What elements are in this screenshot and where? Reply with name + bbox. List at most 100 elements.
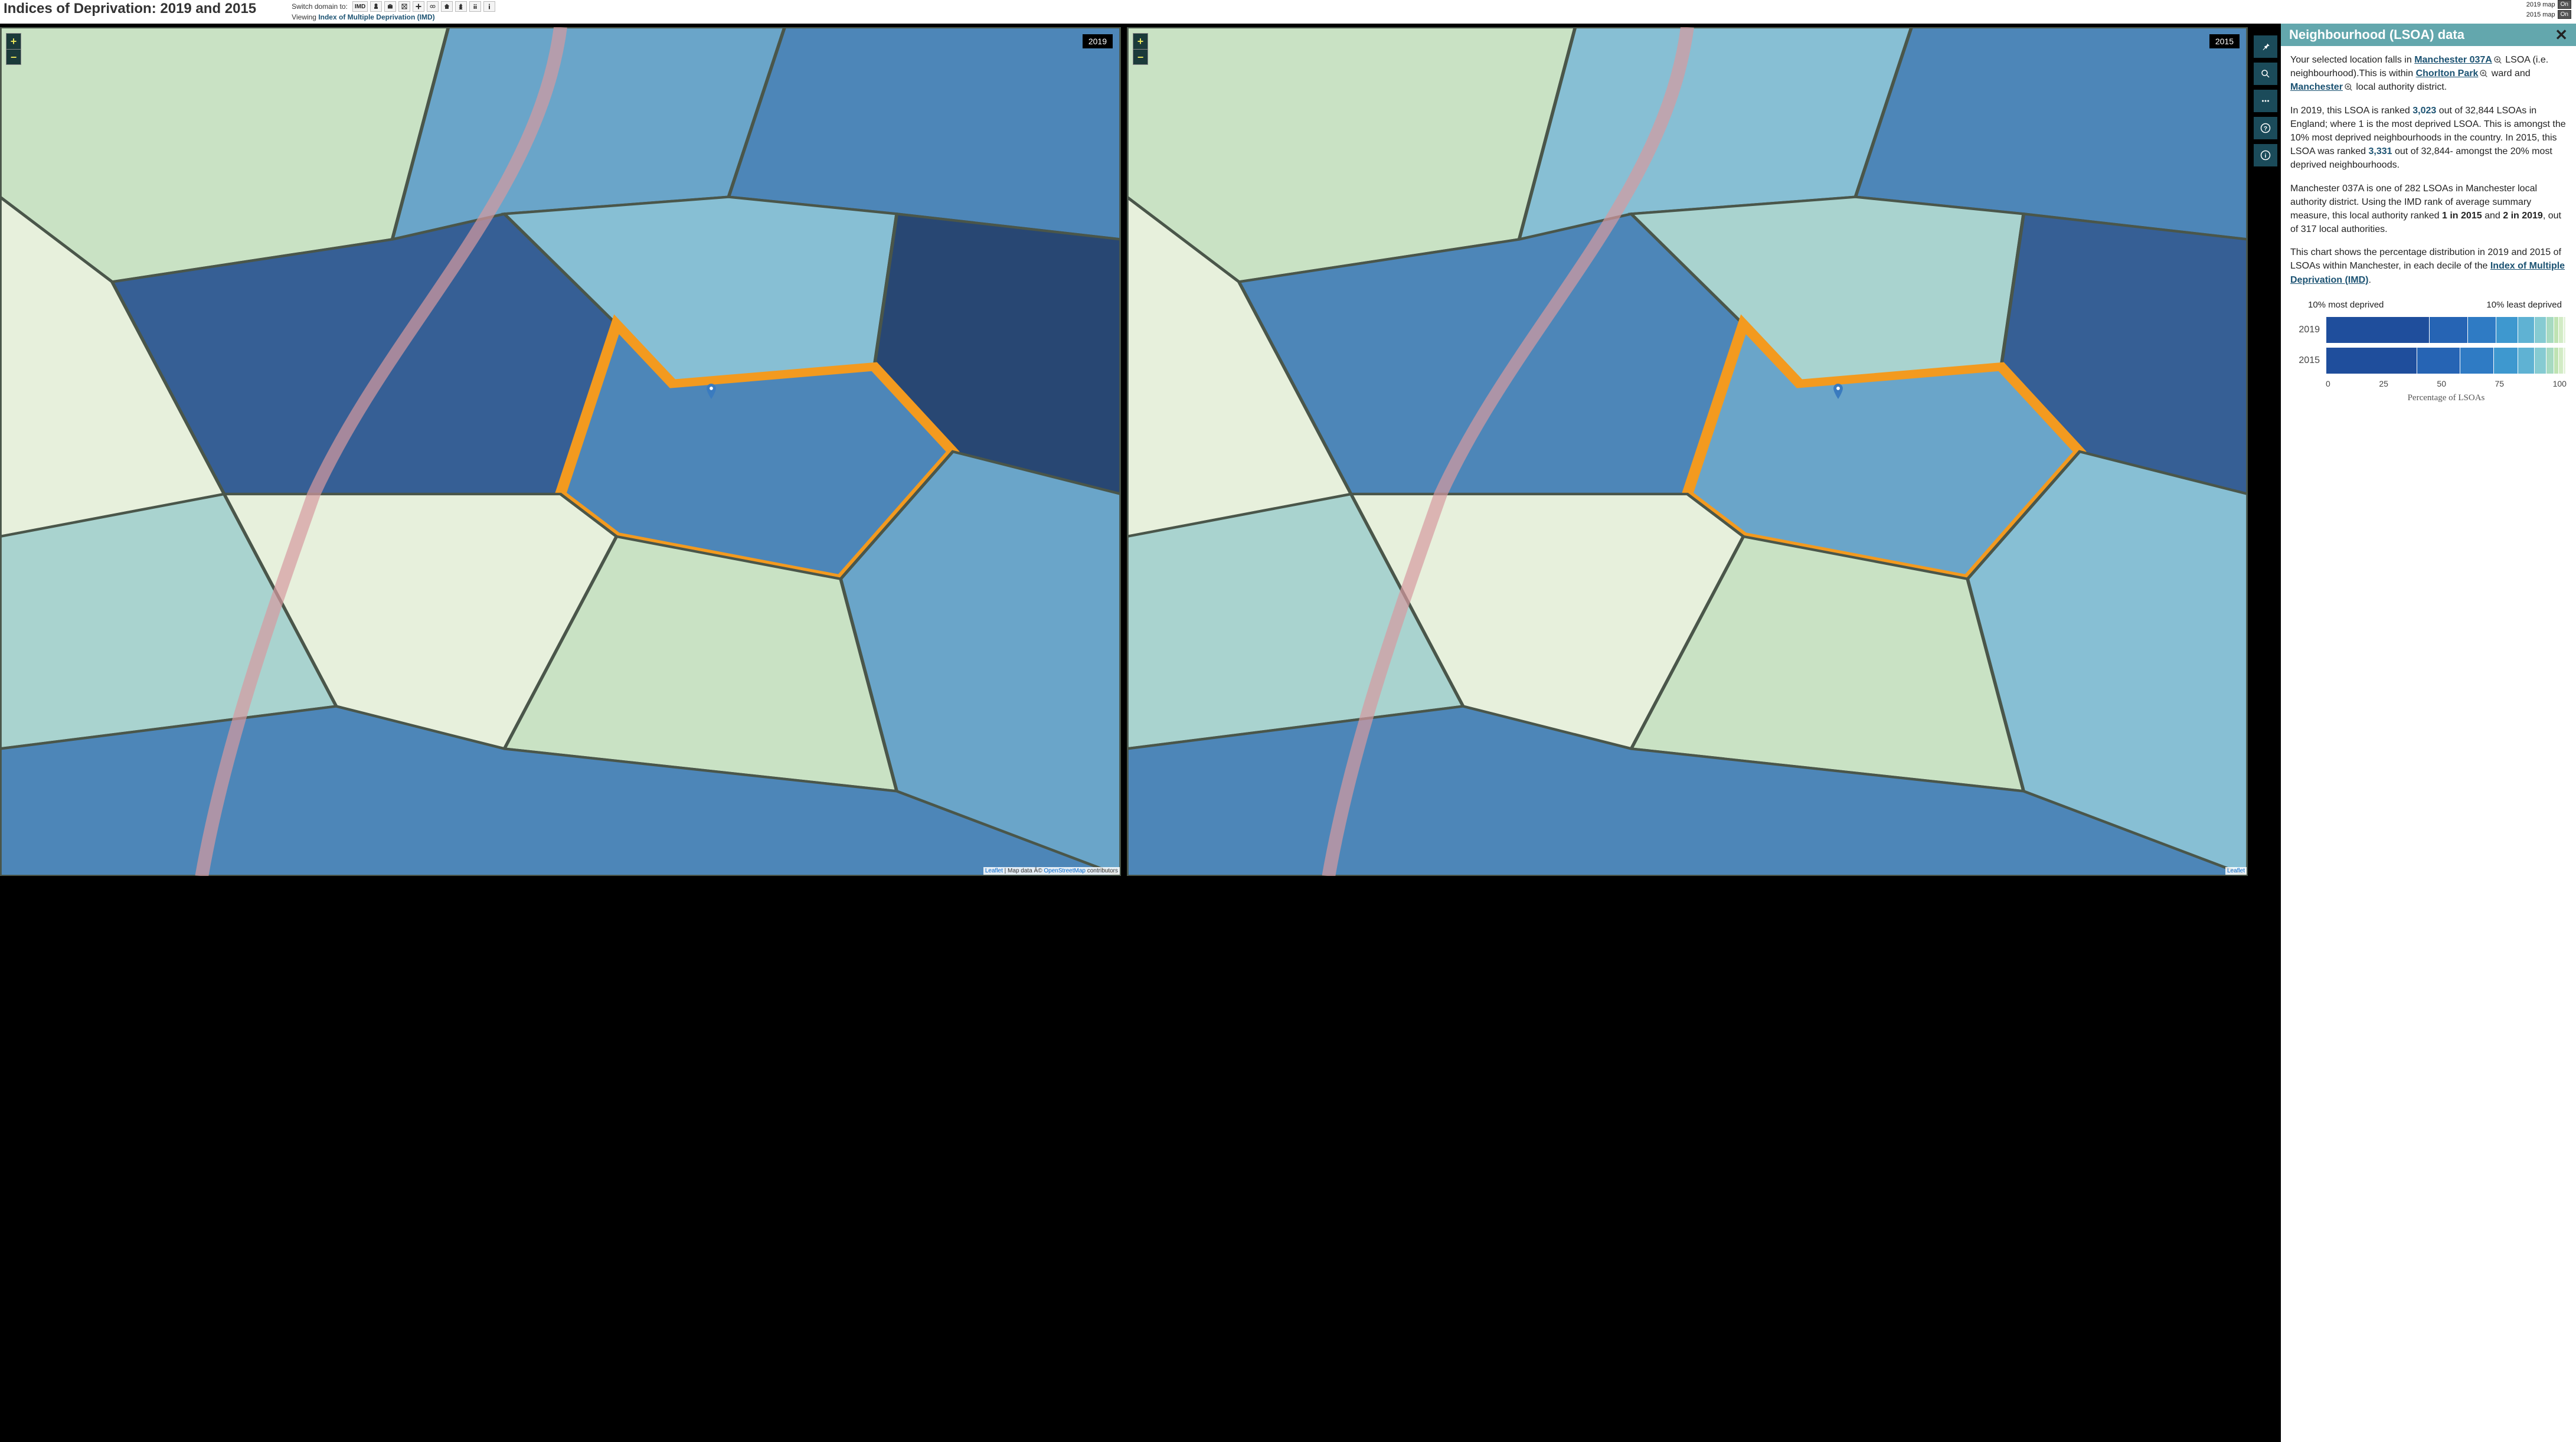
chart-segment bbox=[2535, 348, 2546, 374]
domain-btn-employment[interactable] bbox=[384, 1, 396, 12]
rank-2019: 3,023 bbox=[2412, 106, 2436, 116]
switch-domain-label: Switch domain to: bbox=[292, 2, 348, 11]
tool-pin-button[interactable] bbox=[2254, 35, 2277, 58]
chart-segment bbox=[2554, 348, 2559, 374]
chart-row: 2019 bbox=[2290, 316, 2567, 344]
osm-link[interactable]: OpenStreetMap bbox=[1044, 868, 1086, 874]
leaflet-link-2[interactable]: Leaflet bbox=[2227, 868, 2245, 874]
chart-segment bbox=[2559, 348, 2564, 374]
page-title: Indices of Deprivation: 2019 and 2015 bbox=[4, 0, 256, 17]
domain-btn-imd[interactable]: IMD bbox=[352, 1, 368, 12]
lsoa-link[interactable]: Manchester 037A bbox=[2414, 55, 2492, 65]
chart-segment bbox=[2496, 317, 2518, 343]
chart-segment bbox=[2546, 317, 2554, 343]
chart-x-axis: 0 25 50 75 100 bbox=[2290, 378, 2567, 390]
map-2015-year-badge: 2015 bbox=[2209, 34, 2240, 48]
leaflet-link[interactable]: Leaflet bbox=[985, 868, 1003, 874]
magnify-icon[interactable] bbox=[2344, 83, 2353, 92]
map-2015-zoom-out-button[interactable]: − bbox=[1133, 49, 1148, 64]
rank-2015: 3,331 bbox=[2369, 146, 2392, 156]
domain-btn-income[interactable] bbox=[370, 1, 382, 12]
sidebar-p2: In 2019, this LSOA is ranked 3,023 out o… bbox=[2290, 104, 2567, 172]
map-2015-choropleth bbox=[1127, 27, 2248, 876]
tool-column: ? i bbox=[2254, 27, 2277, 166]
tool-help-button[interactable]: ? bbox=[2254, 117, 2277, 139]
chart-segment bbox=[2326, 317, 2430, 343]
domain-btn-children[interactable] bbox=[469, 1, 481, 12]
chart-bars: 2019 2015 bbox=[2290, 316, 2567, 374]
decile-chart: 10% most deprived 10% least deprived 201… bbox=[2290, 296, 2567, 405]
chart-segment bbox=[2326, 348, 2417, 374]
map-2015-zoom-in-button[interactable]: + bbox=[1133, 34, 1148, 49]
chart-row-label: 2019 bbox=[2290, 323, 2320, 336]
domain-btn-education[interactable] bbox=[398, 1, 410, 12]
magnify-icon[interactable] bbox=[2493, 55, 2503, 65]
chart-row-label: 2015 bbox=[2290, 354, 2320, 367]
map-2015-marker[interactable] bbox=[1833, 384, 1843, 399]
domain-switcher: Switch domain to: IMD Viewing Index of M… bbox=[292, 0, 495, 21]
map-2019-attribution: Leaflet | Map data Â© OpenStreetMap cont… bbox=[983, 867, 1120, 875]
chart-segment bbox=[2554, 317, 2559, 343]
domain-btn-health[interactable] bbox=[413, 1, 424, 12]
toggle-2019-button[interactable]: On bbox=[2558, 0, 2571, 9]
la-rank-2019: 2 in 2019 bbox=[2503, 211, 2543, 221]
sidebar-p4: This chart shows the percentage distribu… bbox=[2290, 246, 2567, 287]
chart-segment bbox=[2546, 348, 2554, 374]
map-2015-attribution: Leaflet bbox=[2225, 867, 2247, 875]
tool-grid-button[interactable] bbox=[2254, 90, 2277, 112]
chart-row: 2015 bbox=[2290, 347, 2567, 374]
tool-info-button[interactable]: i bbox=[2254, 144, 2277, 166]
chart-segment bbox=[2460, 348, 2494, 374]
sidebar-p3: Manchester 037A is one of 282 LSOAs in M… bbox=[2290, 182, 2567, 237]
chart-segment bbox=[2518, 348, 2535, 374]
workspace: 2019 + − Leaflet | Map data Â© OpenStree… bbox=[0, 24, 2576, 1442]
map-2019-year-badge: 2019 bbox=[1083, 34, 1113, 48]
la-link[interactable]: Manchester bbox=[2290, 82, 2343, 92]
svg-text:?: ? bbox=[2264, 125, 2267, 132]
magnify-icon[interactable] bbox=[2479, 69, 2489, 79]
chart-segment bbox=[2535, 317, 2546, 343]
map-2019-choropleth bbox=[0, 27, 1121, 876]
chart-right-label: 10% least deprived bbox=[2486, 299, 2562, 312]
domain-btn-older[interactable] bbox=[483, 1, 495, 12]
viewing-domain: Index of Multiple Deprivation (IMD) bbox=[318, 13, 434, 21]
viewing-line: Viewing Index of Multiple Deprivation (I… bbox=[292, 13, 495, 21]
la-rank-2015: 1 in 2015 bbox=[2442, 211, 2482, 221]
map-2019[interactable]: 2019 + − Leaflet | Map data Â© OpenStree… bbox=[0, 27, 1121, 876]
toggle-2015-label: 2015 map bbox=[2526, 11, 2555, 18]
maps-panel: 2019 + − Leaflet | Map data Â© OpenStree… bbox=[0, 24, 2281, 1442]
map-2019-marker[interactable] bbox=[706, 384, 717, 399]
domain-btn-crime[interactable] bbox=[427, 1, 439, 12]
chart-stacked-bar bbox=[2326, 347, 2567, 374]
chart-segment bbox=[2518, 317, 2535, 343]
chart-stacked-bar bbox=[2326, 316, 2567, 344]
toggle-2015-button[interactable]: On bbox=[2558, 10, 2571, 19]
tool-search-button[interactable] bbox=[2254, 63, 2277, 85]
map-2019-zoom: + − bbox=[6, 33, 21, 65]
map-2015[interactable]: 2015 + − Leaflet bbox=[1127, 27, 2248, 876]
sidebar-p1: Your selected location falls in Manchest… bbox=[2290, 53, 2567, 94]
map-2015-zoom: + − bbox=[1133, 33, 1148, 65]
sidebar-header: Neighbourhood (LSOA) data ✕ bbox=[2281, 24, 2576, 46]
sidebar-panel: Neighbourhood (LSOA) data ✕ Your selecte… bbox=[2281, 24, 2576, 1442]
toggle-2019-label: 2019 map bbox=[2526, 1, 2555, 8]
chart-left-label: 10% most deprived bbox=[2308, 299, 2384, 312]
chart-segment bbox=[2494, 348, 2518, 374]
sidebar-title: Neighbourhood (LSOA) data bbox=[2289, 27, 2464, 42]
chart-x-axis-label: Percentage of LSOAs bbox=[2290, 392, 2567, 405]
chart-segment bbox=[2564, 317, 2566, 343]
map-toggles: 2019 map On 2015 map On bbox=[2526, 0, 2572, 19]
sidebar-close-button[interactable]: ✕ bbox=[2555, 27, 2568, 42]
domain-btn-environment[interactable] bbox=[455, 1, 467, 12]
svg-text:i: i bbox=[2265, 152, 2267, 159]
map-2019-zoom-out-button[interactable]: − bbox=[6, 49, 21, 64]
sidebar-body: Your selected location falls in Manchest… bbox=[2281, 46, 2576, 417]
map-2019-zoom-in-button[interactable]: + bbox=[6, 34, 21, 49]
chart-segment bbox=[2564, 348, 2566, 374]
chart-segment bbox=[2417, 348, 2460, 374]
domain-btn-housing[interactable] bbox=[441, 1, 453, 12]
ward-link[interactable]: Chorlton Park bbox=[2416, 68, 2479, 79]
chart-segment bbox=[2468, 317, 2497, 343]
chart-segment bbox=[2559, 317, 2564, 343]
chart-segment bbox=[2430, 317, 2468, 343]
